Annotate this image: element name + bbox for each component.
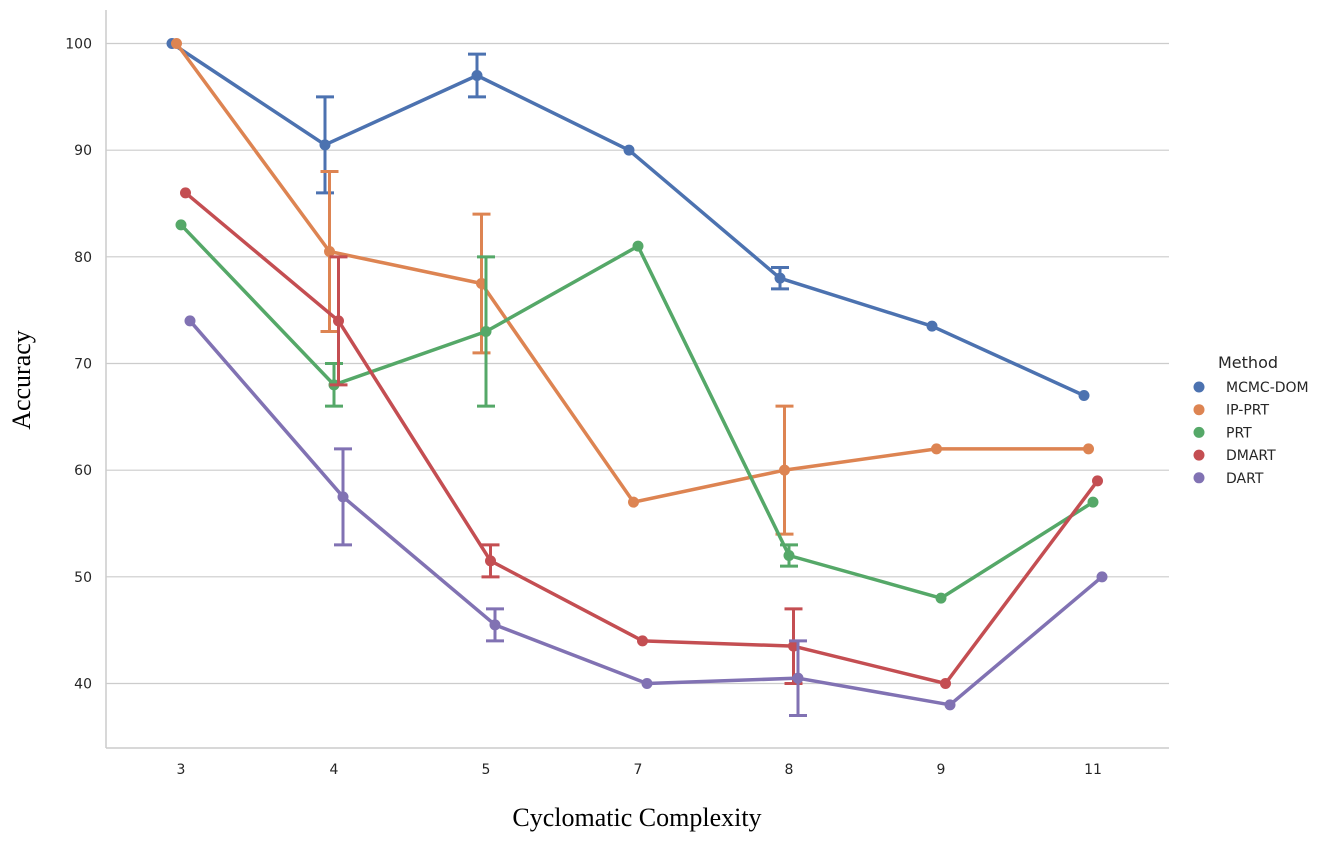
x-tick-label: 5 [482,762,491,778]
data-point [637,635,648,647]
legend-marker [1193,381,1205,393]
y-axis-title: Accuracy [7,330,36,430]
legend-label: MCMC-DOM [1226,380,1309,396]
y-tick-label: 90 [74,143,92,159]
y-tick-labels: 40 50 60 70 80 90 100 [65,37,92,693]
legend-marker [1193,404,1205,416]
data-point [926,320,938,332]
data-point [337,491,349,503]
data-point [171,38,182,49]
y-tick-label: 50 [74,570,92,586]
series-dart [184,315,1108,717]
legend-item-mcmc-dom: MCMC-DOM [1193,380,1309,396]
legend-label: DART [1226,471,1264,487]
series-mcmc-dom [166,38,1090,401]
legend-item-prt: PRT [1193,425,1252,441]
x-tick-label: 11 [1084,762,1102,778]
data-point [944,699,956,711]
legend-marker [1193,426,1205,438]
x-tick-labels: 3 4 5 7 8 9 11 [177,762,1102,778]
series-line [170,41,1086,398]
data-point [175,219,187,231]
y-tick-label: 40 [74,677,92,693]
y-tick-label: 70 [74,357,92,373]
y-tick-label: 60 [74,463,92,479]
x-tick-label: 4 [330,762,339,778]
data-point [779,464,790,476]
y-tick-label: 80 [74,250,92,266]
data-point [935,592,947,604]
x-tick-label: 8 [785,762,794,778]
data-point [623,144,635,156]
series-dmart [180,187,1103,689]
data-point [1078,390,1090,401]
series-ip-prt [171,38,1094,536]
legend-item-ip-prt: IP-PRT [1193,403,1269,419]
data-point [774,272,786,284]
data-point [324,246,335,257]
data-point [184,315,196,327]
data-point [471,70,483,81]
legend-items: MCMC-DOM IP-PRT PRT DMART DART [1193,380,1309,487]
data-point [632,240,644,252]
x-tick-label: 3 [177,762,186,778]
series-line [179,223,1095,600]
data-point [628,496,639,508]
gridlines [106,42,1169,685]
data-point [931,443,942,455]
y-tick-label: 100 [65,37,92,53]
series-line [174,41,1091,504]
data-point [783,550,795,561]
legend-marker [1193,472,1205,484]
legend: Method MCMC-DOM IP-PRT PRT DMART DART [1193,353,1309,487]
legend-marker [1193,449,1205,461]
legend-item-dmart: DMART [1193,448,1276,464]
data-point [485,555,496,567]
legend-label: PRT [1226,425,1252,441]
series-prt [175,219,1099,604]
data-point [641,678,653,689]
data-point [788,640,799,652]
x-tick-label: 9 [937,762,946,778]
data-point [1087,496,1099,508]
data-point [476,278,487,289]
data-point [1096,571,1108,583]
legend-item-dart: DART [1193,471,1264,487]
data-point [180,187,191,199]
data-point [1083,443,1094,455]
series-line [183,191,1100,686]
x-tick-label: 7 [634,762,643,778]
data-point [480,326,492,337]
data-point [319,139,331,151]
x-axis-title: Cyclomatic Complexity [512,803,761,832]
data-point [1092,475,1103,487]
data-point [792,672,804,684]
data-point [940,678,951,689]
legend-title: Method [1218,353,1278,372]
data-point [333,315,344,327]
data-point [489,619,501,631]
legend-label: IP-PRT [1226,403,1269,419]
series-group [166,38,1108,717]
legend-label: DMART [1226,448,1276,464]
